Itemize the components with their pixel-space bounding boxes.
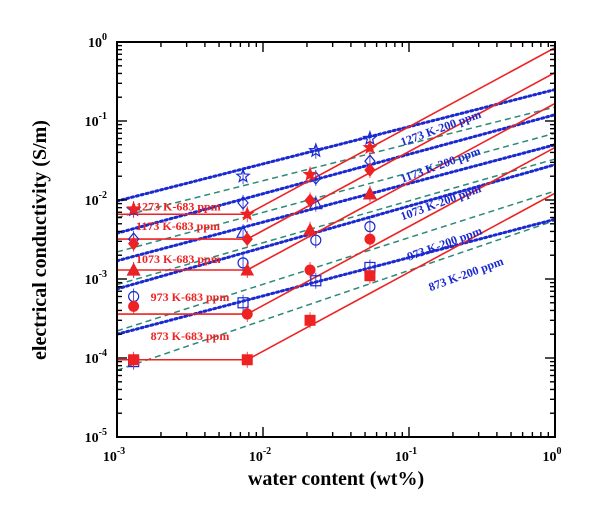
slope-line-683ppm-2 (246, 71, 555, 240)
point-683ppm-1-4 (362, 139, 378, 156)
slope-line-683ppm-3 (246, 102, 555, 271)
y-tick-label-5: 10-1 (85, 111, 107, 130)
teal-dashed-line-1 (117, 106, 555, 219)
point-683ppm-3-4 (363, 185, 377, 202)
slope-line-683ppm-1 (246, 47, 555, 215)
y-tick-label-1: 10-5 (85, 427, 107, 446)
point-683ppm-4-1 (128, 298, 140, 315)
fit-line-200ppm-4 (117, 163, 555, 291)
point-200ppm-4-2 (237, 254, 249, 271)
teal-dashed-line-3 (117, 158, 555, 286)
y-tick-label-3: 10-3 (85, 269, 107, 288)
point-683ppm-5-3 (304, 312, 316, 329)
fit-line-200ppm-5 (117, 217, 555, 336)
x-tick-label-4: 100 (543, 446, 562, 465)
y-tick-label-2: 10-4 (85, 348, 107, 367)
y-tick-label-4: 10-2 (85, 190, 107, 209)
label-683ppm-4: 973 K-683 ppm (151, 290, 230, 304)
fit-line-200ppm-3 (117, 143, 555, 263)
teal-dashed-line-5 (117, 219, 555, 371)
slope-line-683ppm-5 (246, 192, 555, 361)
point-683ppm-4-3 (304, 261, 316, 278)
x-axis-label: water content (wt%) (248, 468, 424, 490)
point-200ppm-1-3 (308, 142, 324, 159)
point-683ppm-5-2 (241, 351, 253, 368)
point-683ppm-3-1 (126, 261, 141, 278)
point-200ppm-2-2 (237, 194, 249, 211)
teal-dashed-line-4 (117, 190, 555, 332)
teal-dashed-line-2 (117, 132, 555, 253)
point-200ppm-1-2 (235, 168, 251, 185)
point-683ppm-1-1 (126, 200, 142, 217)
data-points (125, 130, 378, 370)
fit-lines-200ppm (117, 88, 555, 336)
label-683ppm-1: 1273 K-683 ppm (136, 199, 221, 213)
x-tick-label-3: 10-1 (395, 446, 417, 465)
point-200ppm-5-2 (237, 294, 249, 311)
plot-frame (116, 41, 556, 438)
point-200ppm-5-3 (310, 272, 322, 289)
point-683ppm-3-3 (303, 221, 317, 238)
teal-dashed-lines (117, 106, 555, 371)
point-683ppm-5-4 (364, 267, 376, 284)
y-axis-label: electrical conductivity (S/m) (29, 120, 51, 360)
point-683ppm-2-4 (364, 161, 376, 178)
point-683ppm-5-1 (128, 351, 140, 368)
y-tick-label-6: 100 (88, 32, 107, 51)
fit-line-200ppm-1 (117, 88, 555, 203)
label-683ppm-5: 873 K-683 ppm (151, 329, 230, 343)
x-tick-label-2: 10-2 (249, 446, 271, 465)
slope-line-683ppm-4 (246, 146, 555, 315)
point-683ppm-2-2 (241, 231, 253, 248)
point-683ppm-1-3 (302, 166, 318, 183)
point-683ppm-4-4 (364, 231, 376, 248)
label-683ppm-3: 1073 K-683 ppm (136, 252, 221, 266)
point-683ppm-2-1 (127, 235, 140, 252)
fit-line-200ppm-2 (117, 113, 555, 235)
label-683ppm-2: 1173 K-683 ppm (136, 219, 220, 233)
point-683ppm-2-3 (304, 192, 316, 209)
point-683ppm-3-2 (240, 261, 255, 278)
x-tick-label-1: 10-3 (103, 446, 125, 465)
point-683ppm-1-2 (239, 206, 255, 223)
point-683ppm-4-2 (241, 306, 253, 323)
